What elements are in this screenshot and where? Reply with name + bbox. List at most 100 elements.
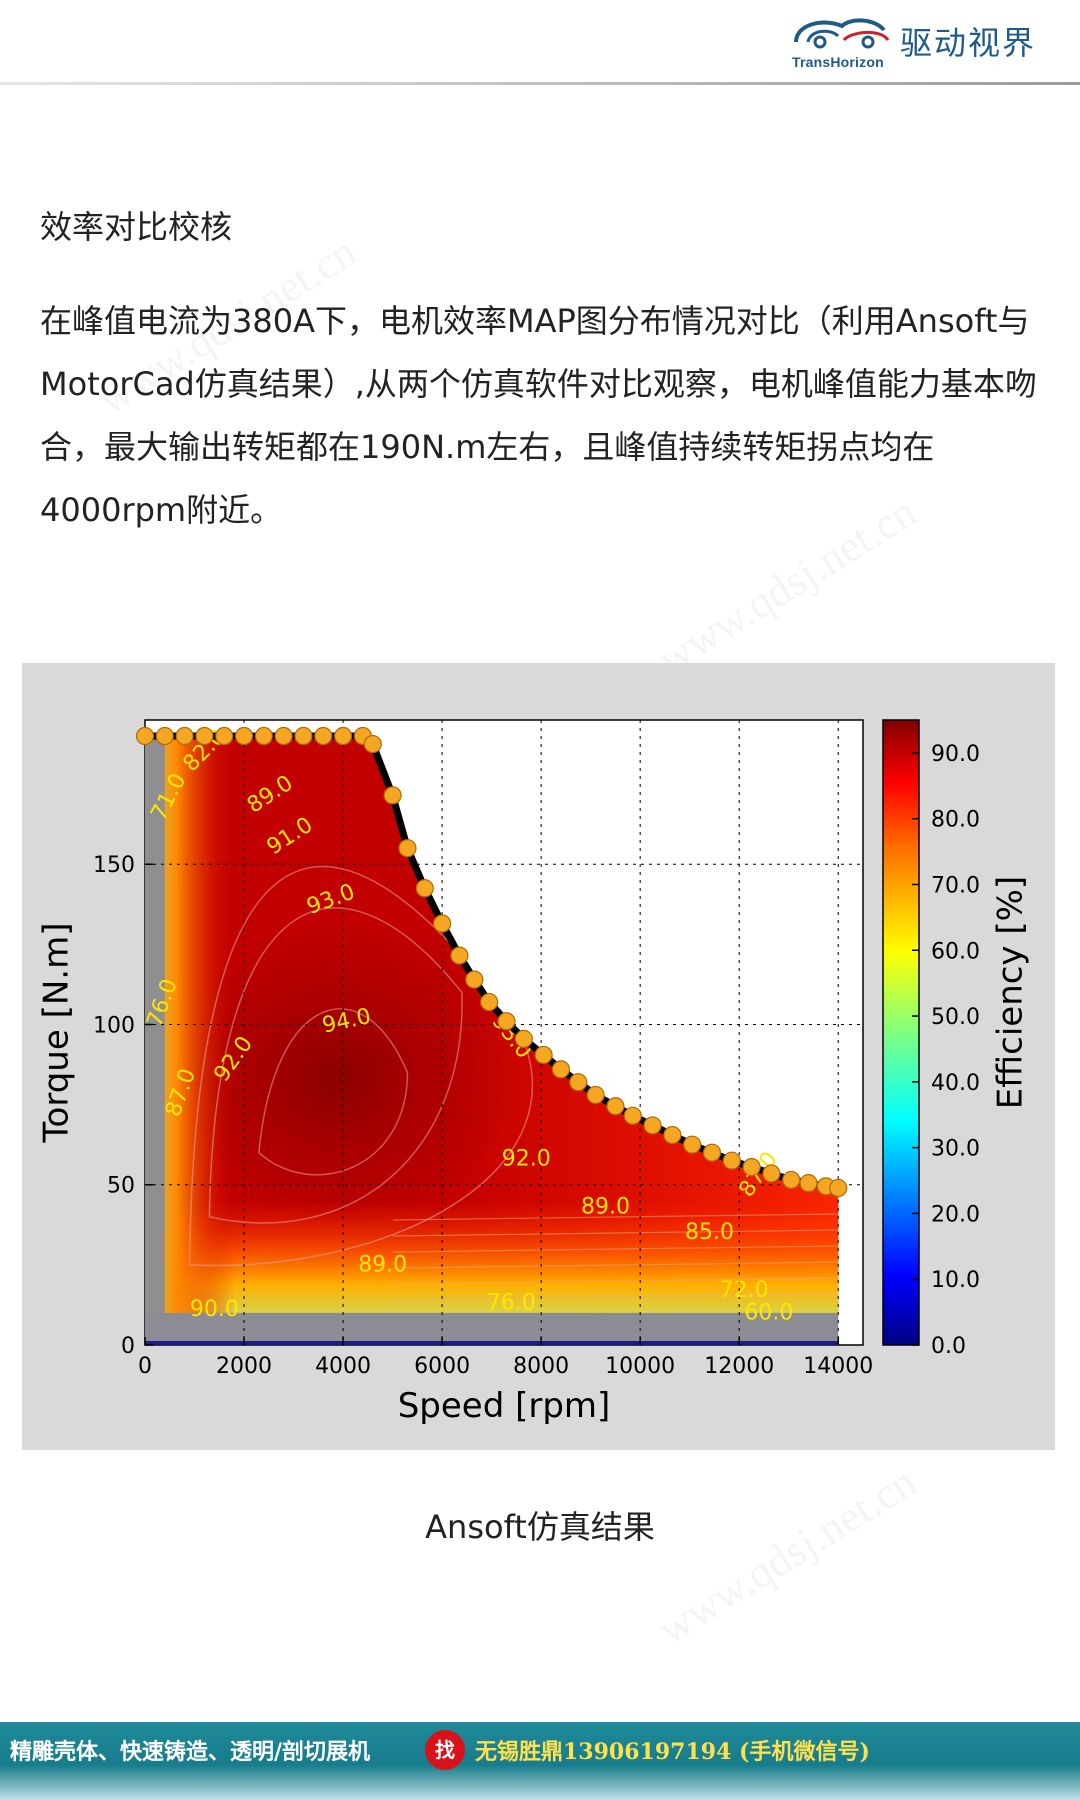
- x-tick-label: 2000: [216, 1354, 272, 1379]
- contour-line: [392, 1261, 839, 1269]
- envelope-marker: [234, 726, 254, 746]
- y-tick-label: 150: [93, 853, 135, 878]
- colorbar-tick-label: 90.0: [931, 742, 980, 767]
- envelope-marker: [722, 1151, 741, 1170]
- watermark-text: www.qdsj.net.cn: [649, 1456, 925, 1655]
- envelope-marker: [623, 1106, 642, 1125]
- colorbar-tick-label: 20.0: [931, 1202, 980, 1227]
- envelope-marker: [534, 1045, 553, 1065]
- x-tick-label: 12000: [704, 1354, 774, 1379]
- header-divider: [0, 82, 1080, 85]
- x-tick-label: 4000: [315, 1354, 371, 1379]
- x-tick-label: 8000: [513, 1354, 569, 1379]
- envelope-marker: [643, 1116, 662, 1135]
- envelope-marker: [497, 1012, 516, 1031]
- colorbar: [882, 719, 920, 1346]
- footer-services-text: 精雕壳体、快速铸造、透明/剖切展机: [10, 1739, 371, 1765]
- contour-line: [392, 1245, 839, 1253]
- contour-93: [208, 907, 463, 1224]
- grid-lines: [145, 720, 863, 1345]
- contour-line: [392, 1213, 839, 1221]
- envelope-marker: [829, 1178, 848, 1198]
- envelope-marker: [480, 992, 499, 1012]
- envelope-marker: [465, 970, 484, 989]
- colorbar-tick-label: 60.0: [931, 939, 980, 964]
- x-tick-label: 10000: [605, 1354, 675, 1379]
- colorbar-tick-label: 50.0: [931, 1005, 980, 1030]
- x-tick-label: 0: [138, 1354, 152, 1379]
- article-paragraph: 在峰值电流为380A下，电机效率MAP图分布情况对比（利用Ansoft与Moto…: [40, 302, 1037, 529]
- colorbar-tick-label: 0.0: [931, 1334, 966, 1359]
- envelope-marker: [135, 726, 155, 746]
- contour-label: 85.0: [685, 1220, 734, 1245]
- envelope-marker: [586, 1085, 605, 1105]
- envelope-marker: [398, 839, 417, 858]
- envelope-marker: [383, 786, 402, 805]
- footer-contact-text[interactable]: 无锡胜鼎13906197194 (手机微信号): [475, 1739, 870, 1765]
- x-axis-ticks: 0 2000 4000 6000 8000 10000 12000 14000: [138, 1337, 873, 1379]
- low-torque-gray-band: [145, 1312, 839, 1345]
- envelope-marker: [514, 1029, 533, 1049]
- contour-line: [392, 1277, 839, 1285]
- envelope-marker: [762, 1164, 781, 1183]
- y-axis-label: Torque [N.m]: [37, 923, 77, 1144]
- efficiency-low-torque-fill: [164, 1200, 839, 1313]
- envelope-marker: [363, 734, 382, 754]
- envelope-marker: [606, 1097, 625, 1116]
- envelope-marker: [333, 726, 353, 746]
- efficiency-low-speed-fill: [164, 736, 235, 1313]
- envelope-marker: [415, 879, 434, 898]
- efficiency-map-chart: 71.082.089.091.093.094.076.092.087.093.0…: [22, 663, 1055, 1450]
- torque-speed-envelope: [135, 726, 848, 1198]
- envelope-marker: [450, 946, 469, 965]
- y-tick-label: 50: [107, 1174, 135, 1199]
- envelope-marker: [702, 1143, 722, 1162]
- colorbar-ticks: 0.0 10.0 20.0 30.0 40.0 50.0 60.0 70.0 80.0 90.0: [912, 742, 980, 1359]
- envelope-marker: [314, 726, 333, 746]
- zero-torque-band: [145, 1341, 839, 1345]
- envelope-marker: [799, 1174, 818, 1193]
- envelope-marker: [433, 914, 452, 933]
- x-tick-label: 14000: [803, 1354, 873, 1379]
- efficiency-map-figure: 71.0 82.0 89.0 91.0 93.0 94.0 76.0 92.0 87.0 93.0…: [22, 663, 1055, 1450]
- contour-line: [392, 1229, 839, 1237]
- colorbar-tick-label: 30.0: [931, 1137, 980, 1162]
- contour-label: 60.0: [744, 1300, 793, 1325]
- section-title: 效率对比校核: [40, 208, 233, 246]
- colorbar-tick-label: 70.0: [931, 873, 980, 898]
- envelope-marker: [683, 1135, 702, 1154]
- y-tick-label: 100: [93, 1013, 135, 1038]
- colorbar-label: Efficiency [%]: [991, 876, 1031, 1109]
- y-axis-ticks: 0 50 100 150: [93, 853, 153, 1359]
- contour-label: 92.0: [502, 1147, 551, 1172]
- footer-ad-banner[interactable]: 精雕壳体、快速铸造、透明/剖切展机 找 无锡胜鼎13906197194 (手机微…: [0, 1722, 1080, 1800]
- contour-label: 89.0: [581, 1195, 630, 1220]
- envelope-marker: [254, 726, 273, 746]
- top-header: TransHorizon 驱动视界: [0, 0, 1080, 85]
- zero-speed-strip: [145, 736, 839, 1345]
- envelope-marker: [782, 1170, 801, 1190]
- envelope-marker: [551, 1060, 571, 1079]
- envelope-marker: [175, 726, 194, 746]
- brand-logo[interactable]: TransHorizon 驱动视界: [790, 10, 1070, 74]
- find-badge-icon: 找: [425, 1730, 465, 1770]
- colorbar-tick-label: 80.0: [931, 808, 980, 833]
- envelope-marker: [155, 726, 174, 746]
- x-axis-label: Speed [rpm]: [398, 1386, 611, 1426]
- contour-94: [258, 1008, 409, 1176]
- envelope-marker: [742, 1158, 761, 1177]
- contour-line: [392, 1293, 839, 1301]
- colorbar-tick-label: 40.0: [931, 1071, 980, 1096]
- figure-caption: Ansoft仿真结果: [425, 1508, 655, 1546]
- contour-label: 72.0: [720, 1278, 769, 1303]
- envelope-marker: [294, 726, 313, 746]
- logo-chinese-text: 驱动视界: [900, 24, 1037, 62]
- contour-label: 90.0: [190, 1297, 239, 1322]
- envelope-marker: [569, 1073, 588, 1092]
- contour-label: 76.0: [487, 1291, 536, 1316]
- x-tick-label: 6000: [414, 1354, 470, 1379]
- y-tick-label: 0: [121, 1334, 135, 1359]
- colorbar-tick-label: 10.0: [931, 1268, 980, 1293]
- envelope-marker: [274, 726, 293, 746]
- car-swirl-logo-icon: [794, 18, 890, 49]
